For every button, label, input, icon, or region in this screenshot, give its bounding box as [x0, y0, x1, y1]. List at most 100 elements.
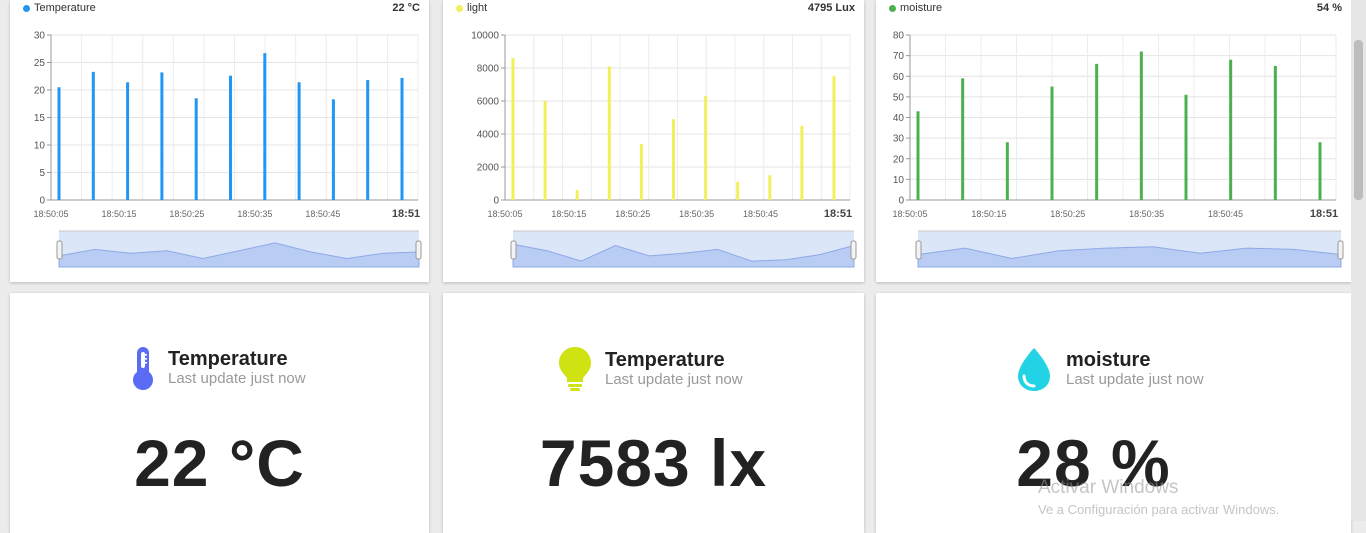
light-chart-card: light 4795 Lux 0 2000 4000 6000 8000 10000 18:…	[443, 0, 864, 282]
moisture-bar-chart: 0 10 20 30 40 50 60 70 80 18:50:05 18:50:15 18:50:2…	[892, 31, 1344, 268]
y-tick-label: 30	[893, 134, 905, 145]
navigator-right-handle	[1337, 240, 1344, 260]
navigator-left-handle	[56, 240, 63, 260]
x-tick-label: 18:50:35	[237, 209, 272, 219]
data-bar	[704, 96, 708, 200]
current-value: 4795 Lux	[807, 2, 855, 14]
current-value: 54 %	[1316, 2, 1342, 14]
x-tick-label: 18:50:45	[305, 209, 340, 219]
navigator-left-handle	[915, 240, 922, 260]
y-tick-label: 0	[493, 196, 499, 207]
data-bar	[607, 66, 611, 200]
navigator-series	[58, 242, 420, 268]
data-bar	[543, 101, 547, 200]
light-stat-card: Temperature Last update just now 7583 lx	[443, 293, 864, 533]
data-bar	[263, 53, 267, 201]
x-tick-label: 18:50:25	[169, 209, 204, 219]
stat-value: 22 °C	[134, 426, 305, 500]
data-bar	[832, 76, 836, 200]
data-bar	[1184, 94, 1188, 200]
scrollbar-thumb[interactable]	[1354, 40, 1363, 200]
temperature-chart-card: Temperature 22 °C 0 5 10 15 20 25 30 18:50:05 18…	[10, 0, 429, 282]
page-scrollbar[interactable]	[1351, 0, 1366, 521]
data-bar	[639, 143, 643, 200]
navigator-left-handle	[510, 240, 517, 260]
data-bar	[1139, 51, 1143, 200]
stat-header: moisture Last update just now	[1014, 345, 1204, 393]
data-bar	[1005, 142, 1009, 200]
x-tick-label: 18:50:15	[971, 209, 1006, 219]
y-tick-label: 15	[34, 113, 46, 124]
data-bar	[916, 111, 920, 200]
temperature-bar-chart: 0 5 10 15 20 25 30 18:50:05 18:50:15 18:50:25 18:5…	[33, 31, 422, 268]
data-bar	[57, 87, 61, 200]
y-tick-label: 20	[893, 154, 905, 165]
data-bar	[160, 72, 164, 200]
stat-subtitle: Last update just now	[168, 370, 306, 387]
stat-header: Temperature Last update just now	[557, 345, 743, 393]
data-bar	[768, 175, 772, 200]
stat-title: Temperature	[605, 349, 725, 371]
x-tick-label: 18:50:35	[679, 209, 714, 219]
chart-legend[interactable]: moisture	[889, 2, 942, 14]
lightbulb-icon	[559, 347, 591, 391]
x-tick-label: 18:50:05	[892, 209, 927, 219]
data-bar	[91, 71, 95, 200]
y-tick-label: 20	[34, 86, 46, 97]
stat-title: moisture	[1066, 349, 1151, 371]
data-bar	[511, 58, 515, 200]
y-tick-label: 6000	[477, 97, 500, 108]
y-tick-label: 10000	[471, 31, 499, 42]
windows-activation-watermark: Activar Windows Ve a Configuración para …	[1038, 477, 1279, 517]
navigator-right-handle	[850, 240, 857, 260]
x-tick-label: 18:51	[824, 208, 852, 220]
data-bar	[1095, 63, 1099, 200]
legend-label: Temperature	[34, 2, 96, 14]
moisture-stat-card: moisture Last update just now 28 %	[876, 293, 1351, 533]
legend-label: light	[467, 2, 488, 14]
y-tick-label: 4000	[477, 130, 500, 141]
y-tick-label: 5	[39, 168, 45, 179]
navigator-right-handle	[415, 240, 422, 260]
y-tick-label: 40	[893, 113, 905, 124]
x-tick-label: 18:50:05	[487, 209, 522, 219]
data-bar	[297, 82, 301, 200]
current-value: 22 °C	[392, 2, 420, 14]
y-tick-label: 25	[34, 58, 46, 69]
y-tick-label: 0	[898, 196, 904, 207]
data-bar	[1229, 59, 1233, 200]
data-bar	[1273, 65, 1277, 200]
stat-subtitle: Last update just now	[605, 371, 743, 388]
y-tick-label: 0	[39, 196, 45, 207]
y-tick-label: 10	[34, 141, 46, 152]
x-tick-label: 18:50:35	[1129, 209, 1164, 219]
stat-subtitle: Last update just now	[1066, 371, 1204, 388]
x-tick-label: 18:50:05	[33, 209, 68, 219]
data-bar	[961, 78, 965, 200]
legend-dot	[889, 4, 896, 12]
x-tick-label: 18:51	[1310, 208, 1338, 220]
y-tick-label: 80	[893, 31, 905, 42]
legend-dot	[456, 4, 463, 12]
stat-value: 28 %	[1016, 426, 1171, 500]
watermark-subtitle: Ve a Configuración para activar Windows.	[1038, 502, 1280, 517]
thermometer-icon	[133, 347, 153, 390]
chart-legend[interactable]: Temperature	[23, 2, 96, 14]
x-tick-label: 18:50:45	[1208, 209, 1243, 219]
y-tick-label: 2000	[477, 163, 500, 174]
y-tick-label: 30	[34, 31, 46, 42]
data-bar	[126, 82, 130, 200]
y-tick-label: 50	[893, 92, 905, 103]
light-bar-chart: 0 2000 4000 6000 8000 10000 18:50:05 18:50:15 18…	[471, 31, 857, 268]
x-tick-label: 18:50:15	[551, 209, 586, 219]
y-tick-label: 8000	[477, 64, 500, 75]
stat-header: Temperature Last update just now	[130, 345, 306, 391]
moisture-chart-card: moisture 54 % 0 10 20 30 40 50 60 70 80 18:50:05 1…	[876, 0, 1351, 282]
data-bar	[331, 99, 335, 200]
y-tick-label: 60	[893, 72, 905, 83]
temperature-stat-card: Temperature Last update just now 22 °C	[10, 293, 429, 533]
chart-legend[interactable]: light	[456, 2, 487, 14]
data-bar	[736, 181, 740, 200]
legend-dot	[23, 4, 30, 12]
y-tick-label: 70	[893, 51, 905, 62]
